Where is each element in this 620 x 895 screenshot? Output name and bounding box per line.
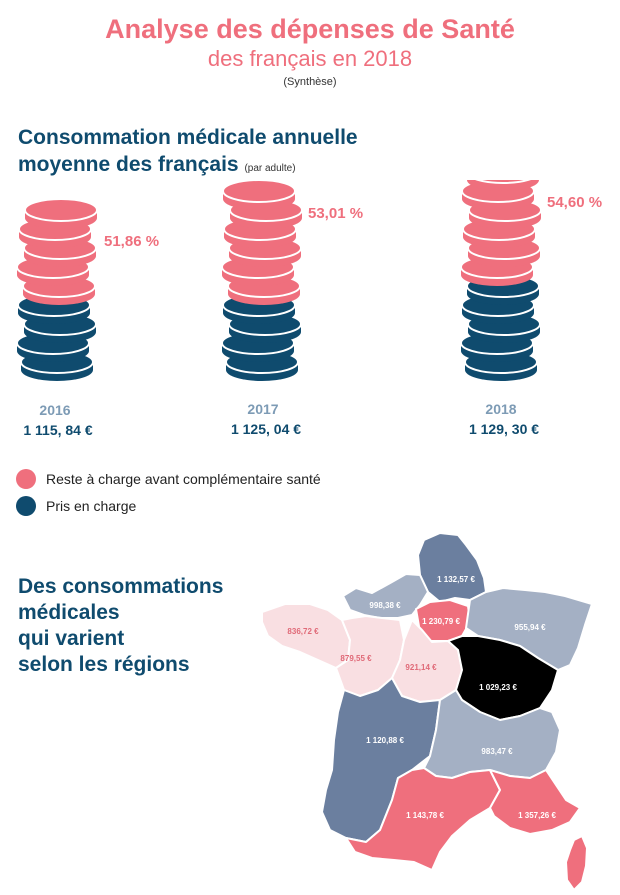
percent-label-2017: 53,01 % — [308, 205, 364, 222]
section2-line3: qui varient — [18, 627, 125, 650]
percent-label-2016: 51,86 % — [104, 233, 160, 250]
legend-label-reste: Reste à charge avant complémentaire sant… — [46, 471, 321, 487]
coin-stack-2016 — [16, 198, 98, 381]
legend-dot-pink — [16, 469, 36, 489]
amount-label-2016: 1 115, 84 € — [23, 422, 93, 438]
map-label-ile-de-france: 1 230,79 € — [422, 617, 460, 626]
coin-pink — [222, 180, 296, 203]
map-label-normandie: 998,38 € — [369, 601, 401, 610]
page-subtitle: des français en 2018 — [207, 46, 413, 71]
section1-title-line2: moyenne des français — [18, 153, 239, 176]
year-label-2017: 2017 — [247, 401, 279, 417]
region-paca — [489, 769, 581, 835]
map-label-bretagne: 836,72 € — [287, 627, 319, 636]
coin-pink — [475, 180, 531, 184]
section1-title-small: (par adulte) — [244, 163, 296, 174]
coin-stacks-chart — [16, 180, 542, 381]
map-label-hauts-de-france: 1 132,57 € — [437, 575, 475, 584]
section2-line2: médicales — [18, 601, 120, 624]
map-label-occitanie: 1 143,78 € — [406, 811, 444, 820]
region-normandie — [342, 573, 429, 619]
map-label-auvergne-rhone-alpes: 983,47 € — [481, 747, 513, 756]
year-label-2016: 2016 — [39, 402, 71, 418]
legend-dot-navy — [16, 496, 36, 516]
coin-stack-2017 — [221, 180, 303, 381]
legend-item-pris: Pris en charge — [16, 496, 136, 516]
legend-item-reste: Reste à charge avant complémentaire sant… — [16, 469, 321, 489]
section-regions-title: Des consommations médicales qui varient … — [18, 574, 223, 678]
region-corse — [565, 835, 588, 891]
page-title: Analyse des dépenses de Santé — [105, 14, 515, 44]
page-note: (Synthèse) — [283, 76, 337, 88]
map-label-pays-de-la-loire: 879,55 € — [340, 654, 372, 663]
coin-pink-side — [467, 180, 539, 191]
coin-pink — [24, 198, 98, 222]
section2-line4: selon les régions — [18, 653, 190, 676]
amount-label-2017: 1 125, 04 € — [230, 421, 302, 437]
map-label-bourgogne-franche-comte: 1 029,23 € — [479, 683, 517, 692]
section1-title-line1: Consommation médicale annuelle — [18, 126, 358, 149]
map-label-paca: 1 357,26 € — [518, 811, 556, 820]
year-label-2018: 2018 — [485, 401, 517, 417]
legend-label-pris: Pris en charge — [46, 498, 137, 514]
map-label-nouvelle-aquitaine: 1 120,88 € — [366, 736, 404, 745]
amount-label-2018: 1 129, 30 € — [468, 421, 540, 437]
map-label-grand-est: 955,94 € — [514, 623, 546, 632]
coin-stack-2018 — [460, 180, 542, 381]
percent-label-2018: 54,60 % — [547, 194, 603, 211]
section-consommation-title: Consommation médicale annuelle moyenne d… — [18, 124, 358, 182]
section2-line1: Des consommations — [18, 575, 224, 598]
region-bretagne — [261, 603, 351, 669]
map-label-centre-val-de-loire: 921,14 € — [405, 663, 437, 672]
